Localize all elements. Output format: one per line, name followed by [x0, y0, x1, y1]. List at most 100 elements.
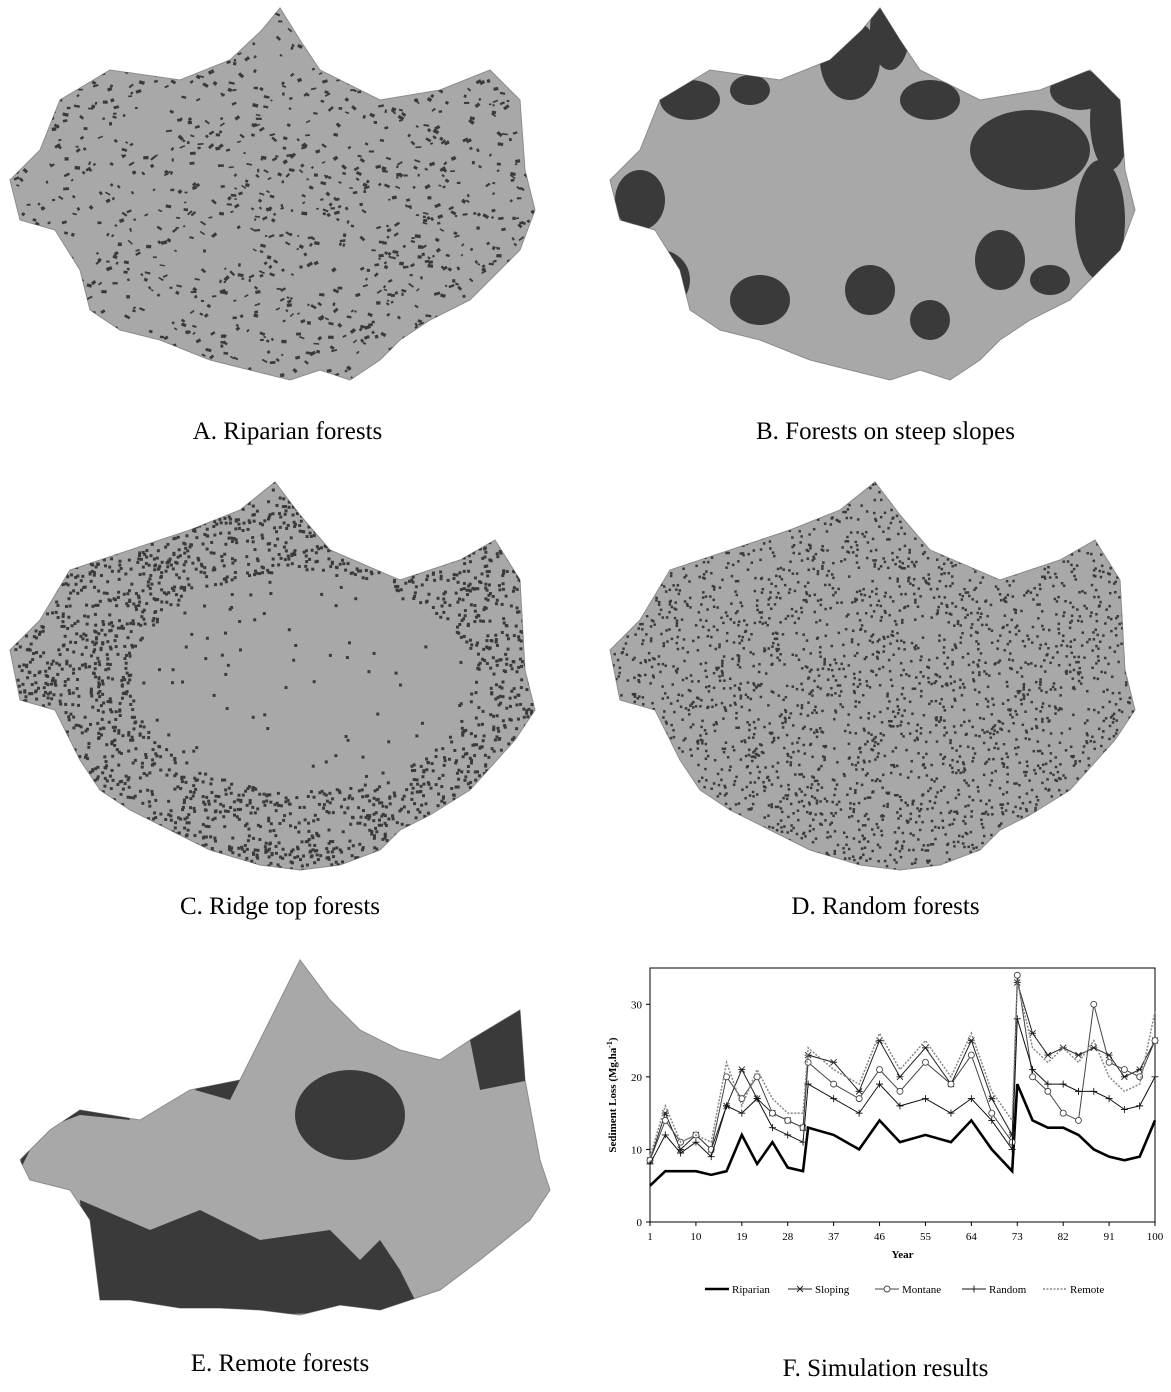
series-montane-point [988, 1109, 996, 1117]
x-tick-label: 100 [1147, 1231, 1164, 1243]
series-random-point [830, 1095, 838, 1103]
y-tick-label: 0 [637, 1217, 643, 1229]
series-sloping-point [1029, 1029, 1037, 1037]
caption-steep-slopes: B. Forests on steep slopes [755, 418, 1016, 445]
series-sloping [646, 979, 1159, 1164]
series-sloping-point [921, 1044, 929, 1052]
series-montane-point [922, 1058, 929, 1066]
series-sloping-line [649, 982, 1156, 1161]
sediment-loss-chart: 0 10 20 30 1 10 19 28 37 46 55 64 73 82 91 100 Year Sedim… [605, 967, 1164, 1296]
series-montane-point [799, 1124, 807, 1132]
series-random-point [1008, 1145, 1016, 1153]
panel-steep-slopes [600, 0, 1171, 400]
terrain-map-steep-slopes [609, 7, 1136, 381]
y-axis-label: Sediment Loss (Mg.ha-1) [605, 1037, 619, 1152]
y-tick-label: 30 [631, 999, 643, 1011]
series-random-point [804, 1080, 812, 1088]
series-sloping-point [896, 1073, 904, 1081]
series-riparian-line [649, 1083, 1157, 1187]
legend-random-label: Random [989, 1284, 1027, 1296]
series-montane-point [1105, 1058, 1113, 1066]
series-montane-point [947, 1080, 955, 1088]
series-sloping-point [1044, 1051, 1052, 1059]
terrain-surface [9, 481, 536, 871]
legend-sloping-point [796, 1285, 804, 1293]
series-random-point [692, 1138, 700, 1146]
series-random-point [947, 1109, 955, 1117]
series-random-point [967, 1095, 975, 1103]
series-random-point [1074, 1087, 1082, 1095]
series-random-point [1105, 1095, 1113, 1103]
x-tick-label: 73 [1012, 1231, 1024, 1243]
legend-montane-label: Montane [902, 1284, 941, 1296]
series-random-point [799, 1138, 807, 1146]
series-sloping-point [855, 1088, 863, 1095]
panel-riparian [0, 0, 560, 400]
series-random-point [1151, 1073, 1159, 1081]
series-montane-point [768, 1109, 776, 1117]
caption-simulation-results: F. Simulation results [782, 1355, 989, 1382]
series-random-point [738, 1109, 746, 1117]
x-tick-label: 64 [966, 1231, 978, 1243]
series-montane [646, 971, 1159, 1164]
y-tick-label: 20 [631, 1072, 643, 1084]
series-sloping-point [1074, 1051, 1082, 1059]
series-random-point [707, 1153, 715, 1161]
chart-legend: Riparian Sloping Montane Random Remote [705, 1284, 1104, 1296]
series-montane-point [1075, 1116, 1082, 1124]
legend-riparian-label: Riparian [732, 1284, 770, 1296]
series-random-point [1090, 1087, 1098, 1095]
x-tick-label: 82 [1058, 1231, 1069, 1243]
series-random-point [1013, 1015, 1021, 1023]
series-montane-point [661, 1116, 669, 1124]
series-montane-point [1044, 1087, 1052, 1095]
series-montane-point [804, 1058, 812, 1066]
caption-ridge-top: C. Ridge top forests [180, 893, 380, 920]
caption-remote: E. Remote forests [190, 1350, 370, 1377]
series-sloping-point [830, 1059, 838, 1066]
legend-montane-point [883, 1285, 891, 1293]
series-random-point [784, 1131, 792, 1139]
series-montane-point [1090, 1000, 1098, 1008]
x-tick-label: 1 [647, 1231, 653, 1243]
series-montane-point [967, 1051, 975, 1059]
x-tick-label: 10 [690, 1231, 702, 1243]
series-remote-line [649, 982, 1156, 1157]
x-tick-label: 91 [1104, 1231, 1115, 1243]
series-random-point [896, 1102, 904, 1110]
terrain-map-remote [19, 959, 551, 1316]
terrain-map-random [609, 481, 1136, 871]
series-sloping-point [738, 1066, 746, 1073]
series-sloping-point [988, 1095, 996, 1102]
series-montane-point [830, 1080, 838, 1088]
terrain-surface [9, 7, 536, 381]
series-random-point [723, 1102, 731, 1110]
series-random-point [1136, 1102, 1144, 1110]
x-tick-label: 55 [920, 1231, 932, 1243]
legend-random-point [970, 1285, 978, 1293]
y-tick-label: 10 [631, 1144, 643, 1156]
series-random-point [855, 1109, 863, 1117]
series-random-point [646, 1160, 654, 1168]
series-random-point [677, 1149, 685, 1157]
series-montane-point [855, 1095, 863, 1103]
series-random-point [768, 1124, 776, 1132]
series-random [646, 1015, 1159, 1168]
series-montane-point [1059, 1109, 1067, 1117]
series-montane-point [1013, 971, 1021, 979]
series-montane-line [649, 975, 1156, 1161]
series-riparian [649, 1083, 1157, 1187]
panel-ridge-top [0, 470, 560, 880]
x-tick-label: 19 [736, 1231, 748, 1243]
series-random-point [876, 1080, 884, 1088]
series-montane-point [876, 1066, 883, 1074]
series-random-point [1029, 1066, 1037, 1074]
terrain-map-riparian [9, 7, 536, 381]
panel-random [600, 470, 1171, 880]
series-random-point [1059, 1080, 1067, 1088]
series-montane-point [784, 1116, 792, 1124]
plot-frame [649, 967, 1156, 1223]
x-axis-label: Year [892, 1249, 914, 1261]
legend-remote-label: Remote [1070, 1284, 1104, 1296]
terrain-map-ridge-top [9, 481, 536, 871]
